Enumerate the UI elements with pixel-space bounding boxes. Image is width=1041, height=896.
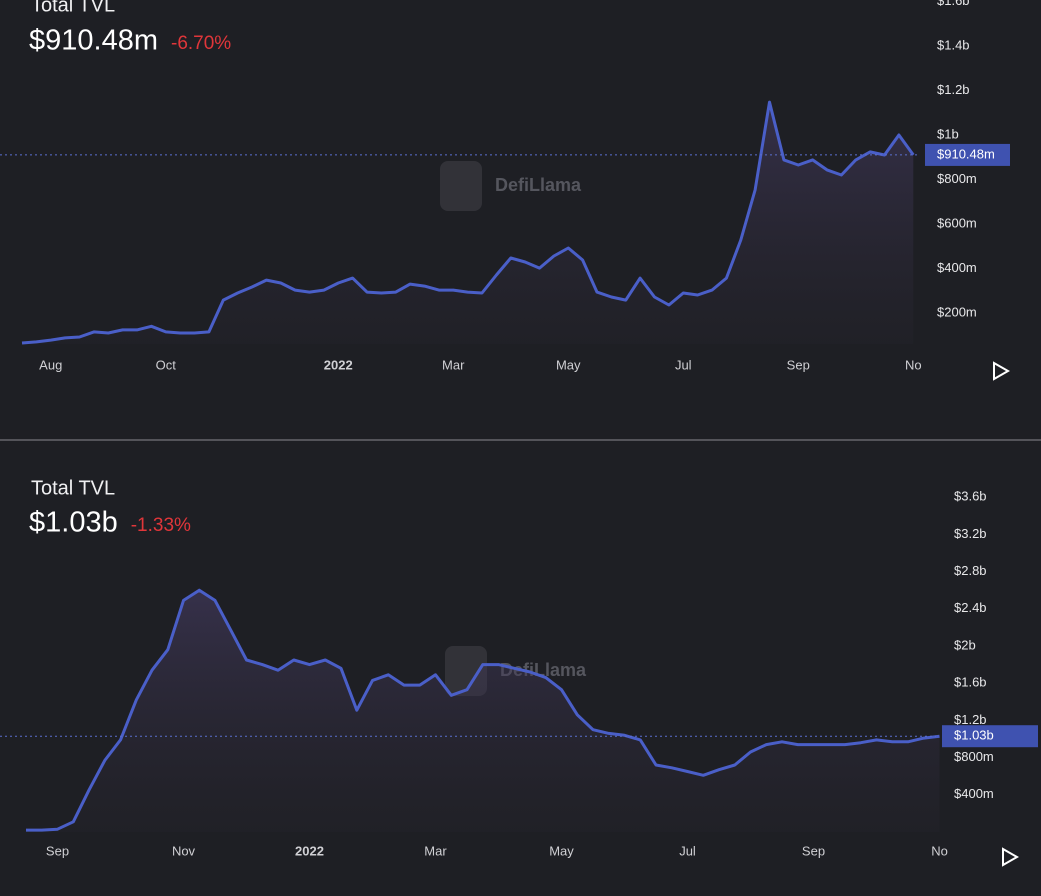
play-button[interactable] — [1002, 847, 1020, 867]
title: Total TVL — [31, 0, 115, 16]
y-tick-label: $1b — [937, 126, 959, 141]
x-tick-label: Aug — [39, 357, 62, 372]
current-badge — [942, 725, 1038, 748]
area — [26, 590, 940, 832]
y-tick-label: $3.2b — [954, 526, 987, 541]
y-tick-label: $800m — [954, 749, 994, 764]
change: -6.70% — [171, 33, 231, 54]
y-tick-label: $1.4b — [937, 37, 970, 52]
x-tick-label: Jul — [675, 357, 692, 372]
current-badge — [925, 143, 1010, 166]
x-tick-label: Sep — [46, 843, 69, 858]
y-tick-label: $2.4b — [954, 600, 987, 615]
x-tick-label: May — [549, 843, 574, 858]
x-tick-label: Sep — [802, 843, 825, 858]
y-tick-label: $1.2b — [937, 82, 970, 97]
x-tick-label: May — [556, 357, 581, 372]
x-tick-label: No — [931, 843, 948, 858]
x-tick-label: 2022 — [324, 357, 353, 372]
x-tick-label: No — [905, 357, 922, 372]
line — [21, 100, 915, 345]
play-button[interactable] — [993, 361, 1011, 381]
x-tick-label: Nov — [172, 843, 196, 858]
area — [22, 102, 914, 345]
x-tick-label: Mar — [442, 357, 465, 372]
x-tick-label: Mar — [424, 843, 447, 858]
headline-value: $910.48m — [29, 25, 158, 57]
y-tick-label: $200m — [937, 304, 977, 319]
line — [26, 588, 940, 832]
y-tick-label: $400m — [954, 786, 994, 801]
watermark: DefiLlama — [495, 175, 582, 195]
x-tick-label: Sep — [787, 357, 810, 372]
y-tick-label: $1.2b — [954, 712, 987, 727]
watermark-logo — [440, 161, 482, 211]
y-tick-label: $2b — [954, 637, 976, 652]
change: -1.33% — [131, 515, 191, 536]
y-tick-label: $1.6b — [937, 0, 970, 8]
y-tick-label: $2.8b — [954, 563, 987, 578]
x-tick-label: Jul — [679, 843, 696, 858]
current-badge-label: $1.03b — [954, 728, 994, 743]
y-tick-label: $400m — [937, 260, 977, 275]
current-badge-label: $910.48m — [937, 146, 995, 161]
x-tick-label: Oct — [156, 357, 177, 372]
x-tick-label: 2022 — [295, 843, 324, 858]
y-tick-label: $3.6b — [954, 489, 987, 504]
y-tick-label: $800m — [937, 171, 977, 186]
y-tick-label: $600m — [937, 215, 977, 230]
headline-value: $1.03b — [29, 507, 118, 539]
title: Total TVL — [31, 477, 115, 499]
y-tick-label: $1.6b — [954, 675, 987, 690]
